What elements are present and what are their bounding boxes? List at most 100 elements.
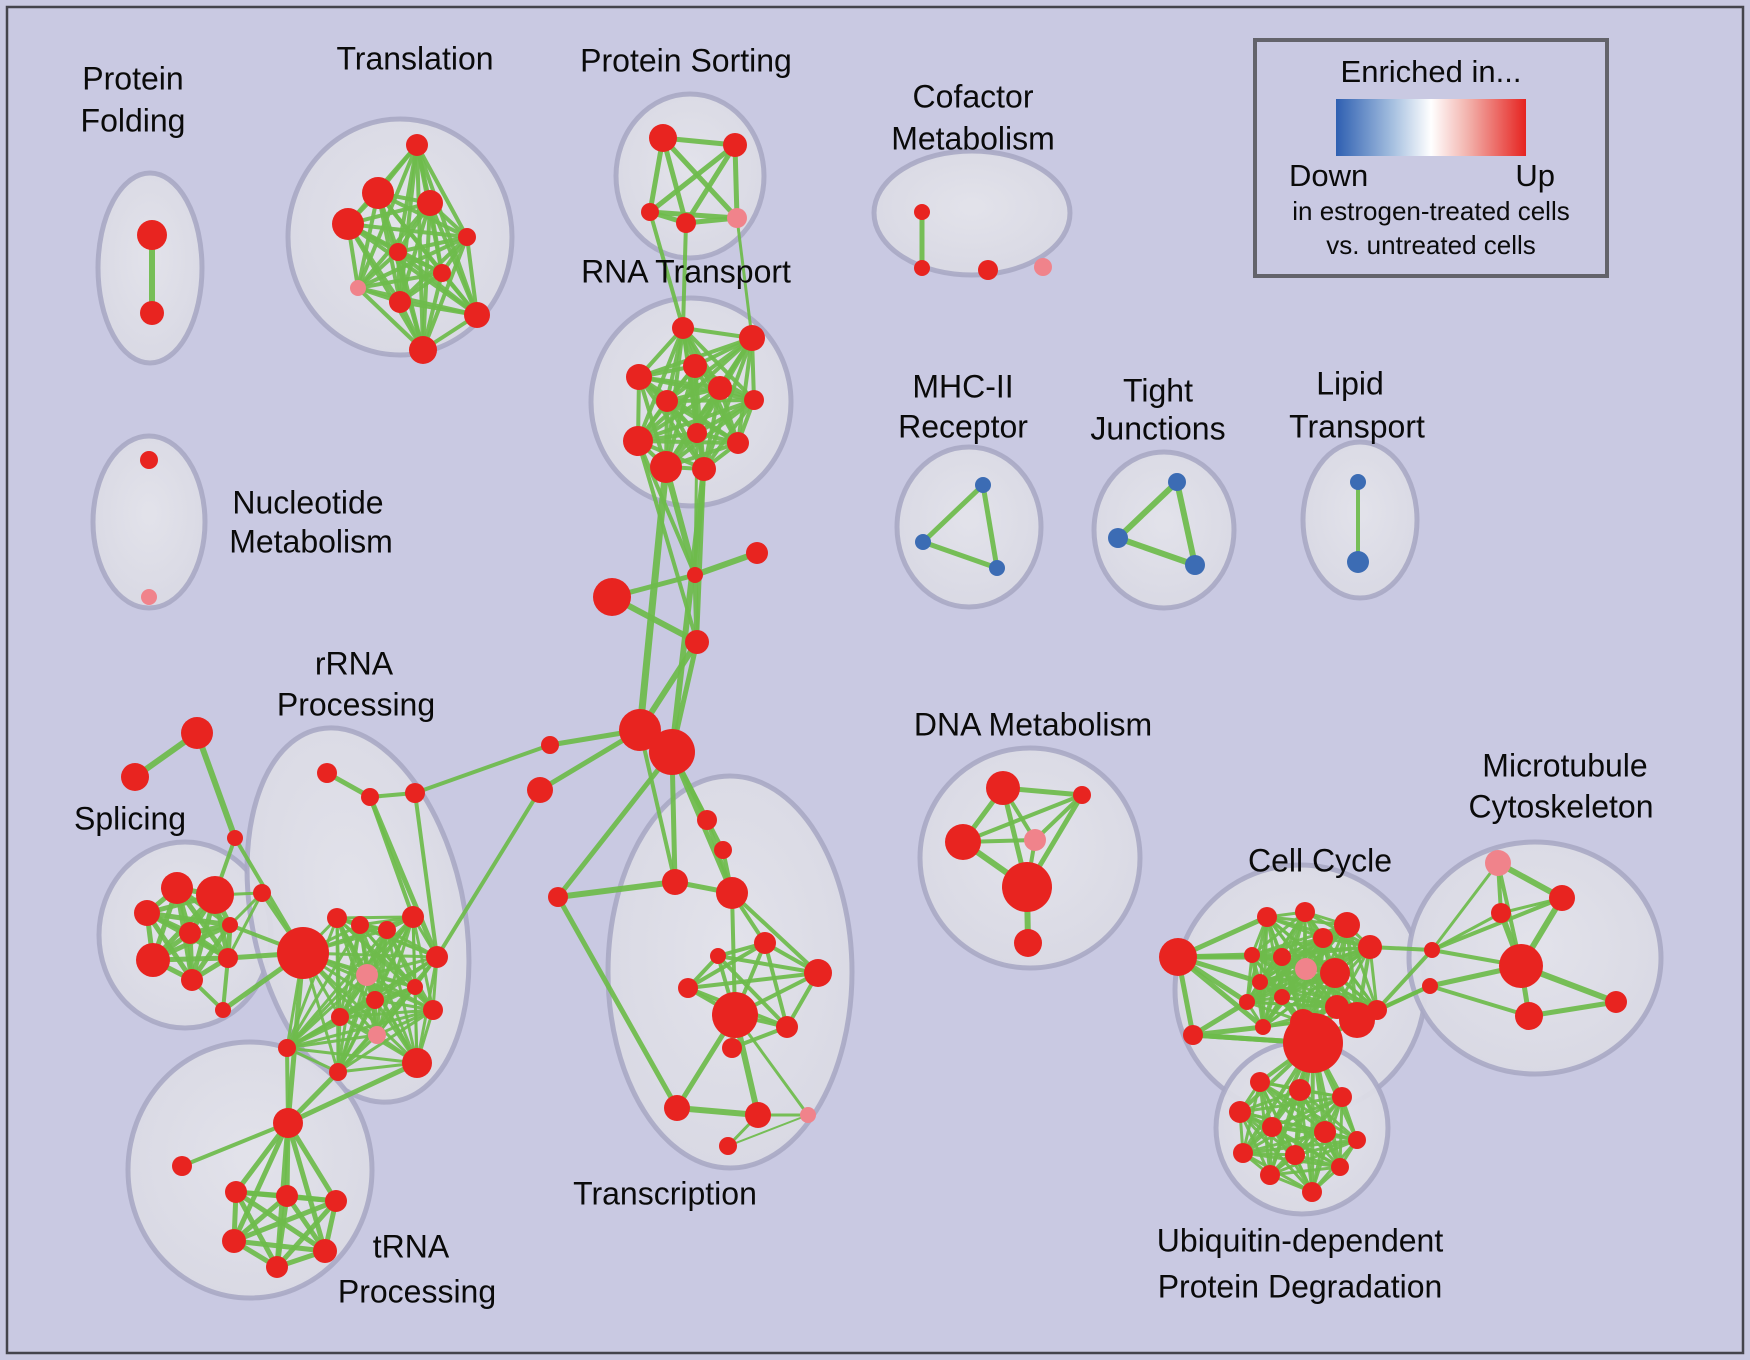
network-edge — [285, 923, 362, 1050]
network-edge — [356, 271, 444, 290]
cluster-label-ubiquitin-dependent-protein-degradation-line2: Protein Degradation — [1158, 1268, 1443, 1304]
network-edge — [686, 971, 820, 990]
network-edge — [1280, 945, 1372, 959]
network-node-cc10 — [1295, 958, 1317, 980]
network-edge — [555, 749, 675, 900]
network-edge — [194, 730, 238, 841]
network-node-cc12 — [1252, 974, 1268, 990]
network-node-t3 — [417, 190, 443, 216]
network-edge — [647, 142, 738, 215]
network-edge — [285, 950, 306, 1126]
network-node-mh2 — [915, 534, 931, 550]
network-node-t1 — [406, 134, 428, 156]
network-edge — [648, 210, 685, 330]
network-node-tj1 — [1168, 473, 1186, 491]
network-edge — [285, 1008, 435, 1050]
network-node-rr12 — [368, 1026, 386, 1044]
cluster-ellipse-nucleotide-metabolism — [90, 433, 208, 611]
network-node-b5 — [619, 709, 661, 751]
network-node-mc5 — [1605, 991, 1627, 1013]
network-node-pf2 — [140, 301, 164, 325]
cluster-label-protein-folding-line1: Protein — [82, 60, 183, 96]
network-node-a1 — [181, 717, 213, 749]
legend-gradient-bar — [1336, 99, 1526, 156]
network-edge — [1430, 911, 1503, 952]
network-node-tx10 — [664, 1095, 690, 1121]
cluster-ellipse-protein-sorting — [613, 91, 767, 261]
network-node-cc6 — [1313, 928, 1333, 948]
network-edge — [660, 135, 689, 226]
cluster-label-cell-cycle-line1: Cell Cycle — [1248, 842, 1392, 878]
network-node-s4 — [179, 922, 201, 944]
network-edge — [1174, 479, 1198, 568]
network-node-tx13 — [719, 1137, 737, 1155]
network-edge — [365, 955, 439, 977]
network-node-rr8 — [366, 991, 384, 1009]
network-edge — [356, 286, 425, 352]
network-edge — [980, 482, 1000, 571]
network-edge — [763, 941, 789, 1029]
network-node-t7 — [433, 264, 451, 282]
cluster-label-transcription-line1: Transcription — [573, 1175, 757, 1211]
network-node-pf1 — [137, 220, 167, 250]
network-edge — [702, 398, 756, 471]
cluster-label-mhc-ii-receptor-line2: Receptor — [898, 408, 1028, 444]
cluster-label-splicing-line1: Splicing — [74, 800, 186, 836]
network-node-rt12 — [692, 457, 716, 481]
network-node-t11 — [409, 336, 437, 364]
network-node-dm4 — [1024, 829, 1046, 851]
network-edge — [231, 1120, 291, 1244]
network-node-cc17 — [1255, 1019, 1271, 1035]
network-edge — [1430, 861, 1500, 952]
network-node-b6 — [649, 729, 695, 775]
network-node-rr6 — [426, 946, 448, 968]
network-node-dm6 — [1014, 929, 1042, 957]
network-node-rr16 — [317, 763, 337, 783]
network-node-s1 — [134, 900, 160, 926]
network-edge — [636, 439, 699, 644]
network-node-cc5 — [1334, 912, 1360, 938]
network-node-tn1 — [273, 1108, 303, 1138]
network-node-rt8 — [687, 423, 707, 443]
legend-axis-labels: Down Up — [1257, 156, 1605, 194]
network-node-cm3 — [978, 260, 998, 280]
network-node-cm1 — [914, 204, 930, 220]
cluster-label-lipid-transport-line1: Lipid — [1316, 365, 1384, 401]
network-node-ub1 — [1250, 1072, 1270, 1092]
network-node-lp1 — [1350, 474, 1366, 490]
network-node-ub0 — [1283, 1013, 1343, 1073]
network-edge — [664, 398, 756, 469]
network-edge — [920, 539, 1000, 571]
network-edge — [285, 985, 417, 1050]
cluster-label-dna-metabolism-line1: DNA Metabolism — [914, 706, 1152, 742]
network-edge — [398, 300, 479, 317]
network-node-rt7 — [656, 390, 678, 412]
network-edge — [180, 1121, 290, 1168]
network-node-tx2 — [716, 877, 748, 909]
network-edge — [226, 891, 264, 960]
network-edge — [636, 463, 670, 734]
network-node-rr7 — [356, 964, 378, 986]
cluster-labels: Protein Folding Translation Protein Sorting… — [74, 40, 1654, 1309]
network-edge — [555, 879, 678, 900]
network-node-b3 — [593, 578, 631, 616]
network-node-rr4 — [378, 921, 396, 939]
network-node-tn6 — [222, 1229, 246, 1253]
network-edge — [1268, 1165, 1342, 1177]
network-node-s2 — [161, 872, 193, 904]
cluster-label-tight-junctions-line2: Junctions — [1090, 410, 1225, 446]
network-edge — [413, 791, 439, 959]
network-node-rr15 — [278, 1039, 296, 1057]
network-edge — [231, 1238, 328, 1254]
network-edge — [663, 464, 698, 578]
network-edge — [285, 1120, 328, 1254]
network-node-s9 — [253, 884, 271, 902]
network-edge — [637, 375, 756, 402]
network-node-ps1 — [649, 124, 677, 152]
network-edge — [1190, 999, 1250, 1038]
network-edge — [274, 1193, 290, 1270]
cluster-label-nucleotide-metabolism-line1: Nucleotide — [232, 484, 383, 520]
network-node-ub12 — [1302, 1182, 1322, 1202]
network-edge — [665, 399, 740, 445]
